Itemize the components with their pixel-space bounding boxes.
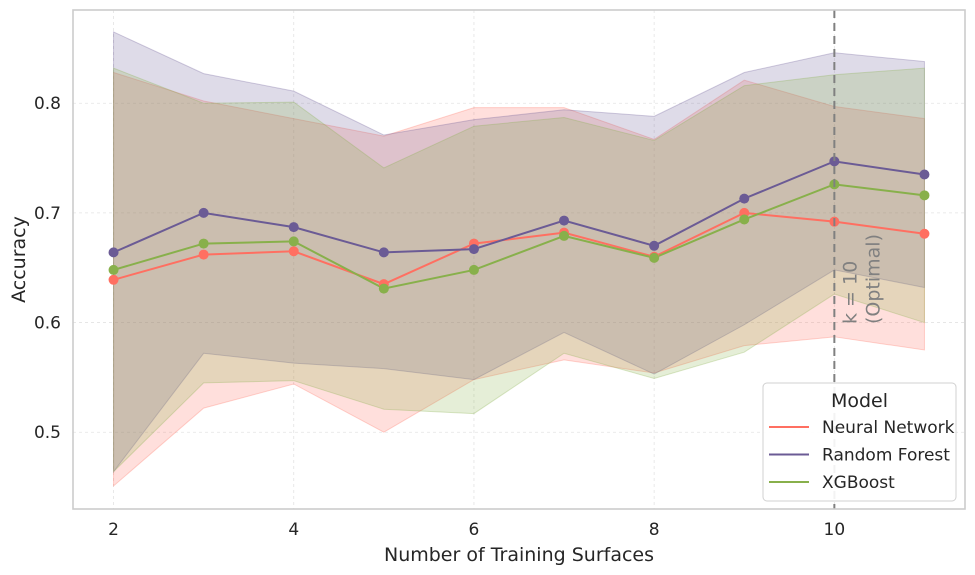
neural-network-point <box>919 228 930 239</box>
random-forest-point <box>198 207 209 218</box>
random-forest-point <box>468 244 479 255</box>
optimal-k-annotation-line1: k = 10 <box>839 261 861 324</box>
random-forest-point <box>829 156 840 167</box>
random-forest-point <box>108 247 119 258</box>
confidence-bands <box>113 31 925 488</box>
y-tick-label: 0.5 <box>34 423 61 443</box>
y-tick-label: 0.8 <box>34 94 61 114</box>
xgboost-point <box>649 252 660 263</box>
legend-box <box>762 382 957 502</box>
xgboost-point <box>559 230 570 241</box>
random-forest-legend-label: Random Forest <box>822 446 950 466</box>
x-tick-label: 2 <box>108 520 119 540</box>
neural-network-line <box>113 211 925 286</box>
legend: Model Neural Network Random Forest XGBoost <box>762 382 957 502</box>
neural-network-legend-label: Neural Network <box>822 418 955 438</box>
random-forest-point <box>559 215 570 226</box>
series-lines <box>113 160 925 290</box>
random-forest-line <box>113 160 925 254</box>
y-tick-label: 0.7 <box>34 204 61 224</box>
x-axis-ticks: 2 4 6 8 10 <box>108 520 845 540</box>
optimal-k-marker: k = 10(Optimal) <box>833 10 884 509</box>
xgboost-point <box>919 190 930 201</box>
neural-network-point <box>108 274 119 285</box>
xgboost-legend-label: XGBoost <box>822 473 895 493</box>
x-tick-label: 8 <box>649 520 660 540</box>
series-points <box>108 156 930 294</box>
random-forest-point <box>378 247 389 258</box>
xgboost-point <box>378 283 389 294</box>
xgboost-point <box>468 264 479 275</box>
random-forest-point <box>919 169 930 180</box>
neural-network-confidence-band <box>113 71 925 488</box>
legend-title: Model <box>831 390 888 412</box>
neural-network-point <box>198 249 209 260</box>
xgboost-confidence-band <box>113 67 925 473</box>
xgboost-point <box>108 264 119 275</box>
optimal-k-annotation-line2: (Optimal) <box>862 234 884 324</box>
y-axis-title: Accuracy <box>8 216 30 303</box>
xgboost-line <box>113 183 925 290</box>
x-tick-label: 10 <box>824 520 846 540</box>
xgboost-point <box>198 238 209 249</box>
xgboost-point <box>288 236 299 247</box>
random-forest-point <box>649 240 660 251</box>
x-axis-title: Number of Training Surfaces <box>384 544 654 566</box>
neural-network-point <box>288 246 299 257</box>
plot-frame <box>72 9 966 510</box>
random-forest-confidence-band <box>113 31 925 474</box>
x-tick-label: 6 <box>469 520 480 540</box>
y-tick-label: 0.6 <box>34 314 61 334</box>
y-axis-ticks: 0.5 0.6 0.7 0.8 <box>34 94 61 443</box>
optimal-k-annotation: k = 10(Optimal) <box>839 234 884 324</box>
xgboost-point <box>739 214 750 225</box>
random-forest-point <box>288 222 299 233</box>
random-forest-point <box>739 193 750 204</box>
x-tick-label: 4 <box>288 520 299 540</box>
